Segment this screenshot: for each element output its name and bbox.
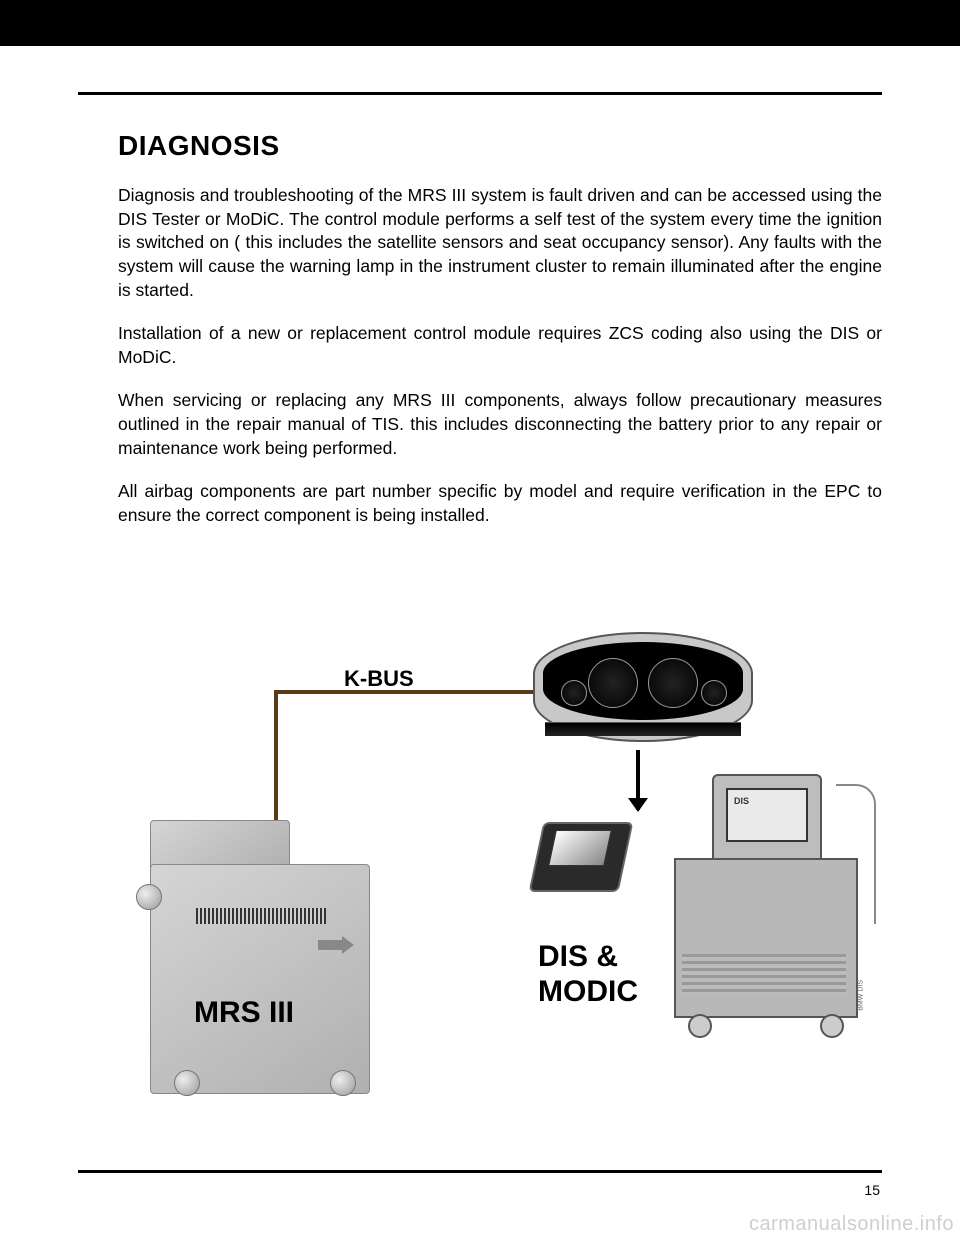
dis-modic-label-line2: MODIC — [538, 975, 638, 1008]
bolt-icon — [136, 884, 162, 910]
section-heading: DIAGNOSIS — [118, 130, 882, 162]
cart-wheel-right — [820, 1014, 844, 1038]
instrument-cluster — [533, 632, 753, 742]
gauge-temp — [701, 680, 727, 706]
dis-cart: DIS BMW DIS — [666, 774, 866, 1084]
dis-modic-label: DIS & MODIC — [538, 940, 638, 1009]
dis-modic-label-line1: DIS & — [538, 940, 618, 973]
page-number: 15 — [864, 1182, 880, 1198]
top-black-bar — [0, 0, 960, 46]
dis-screen-label: DIS — [734, 796, 749, 806]
horizontal-rule-bottom — [78, 1170, 882, 1173]
paragraph-1: Diagnosis and troubleshooting of the MRS… — [118, 184, 882, 302]
paragraph-3: When servicing or replacing any MRS III … — [118, 389, 882, 460]
paragraph-4: All airbag components are part number sp… — [118, 480, 882, 527]
dis-side-label: BMW DIS — [858, 980, 865, 1011]
kbus-label: K-BUS — [344, 666, 414, 692]
cluster-face — [543, 642, 743, 720]
mrs-label: MRS III — [194, 996, 294, 1030]
gauge-tachometer — [648, 658, 698, 708]
gauge-fuel — [561, 680, 587, 706]
horizontal-rule-top — [78, 92, 882, 95]
dis-monitor: DIS — [712, 774, 822, 864]
system-diagram: K-BUS DIS BMW DIS — [118, 604, 882, 1124]
arrow-down-icon — [636, 750, 640, 810]
gauge-speedometer — [588, 658, 638, 708]
bolt-icon — [174, 1070, 200, 1096]
bolt-icon — [330, 1070, 356, 1096]
dis-vents — [682, 954, 846, 994]
mrs-body — [150, 864, 370, 1094]
dis-monitor-screen: DIS — [726, 788, 808, 842]
mrs-barcode — [196, 908, 326, 924]
mrs-connector-tab — [150, 820, 290, 870]
mrs-module: MRS III — [130, 820, 390, 1110]
content-area: DIAGNOSIS Diagnosis and troubleshooting … — [118, 130, 882, 548]
modic-screen — [548, 830, 612, 866]
paragraph-2: Installation of a new or replacement con… — [118, 322, 882, 369]
kbus-wire-vertical — [274, 690, 278, 840]
watermark: carmanualsonline.info — [749, 1213, 954, 1236]
cart-wheel-left — [688, 1014, 712, 1038]
kbus-wire-horizontal — [274, 690, 534, 694]
dis-cart-body: BMW DIS — [674, 858, 858, 1018]
modic-device — [536, 822, 626, 892]
cluster-readout-strip — [545, 722, 741, 736]
mrs-arrow-icon — [318, 940, 344, 950]
